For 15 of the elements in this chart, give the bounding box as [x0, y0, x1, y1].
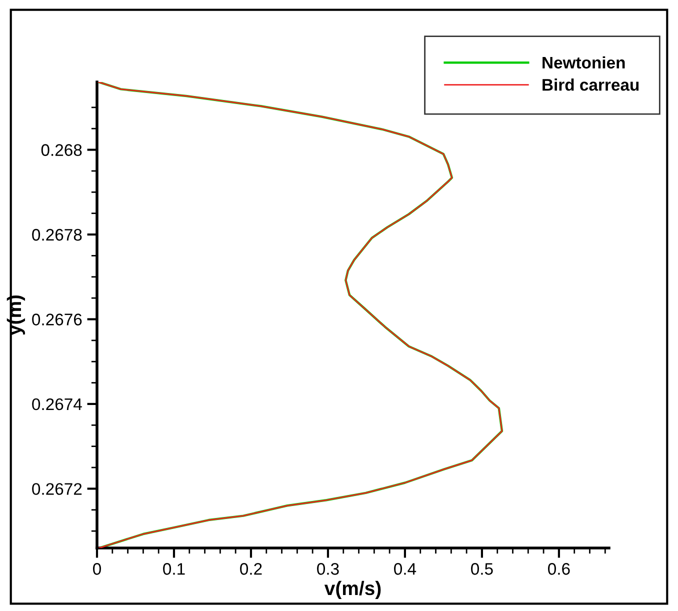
y-tick-label: 0.2672 [32, 483, 82, 495]
y-tick-label: 0.2674 [32, 398, 82, 410]
x-tick-label: 0.3 [317, 563, 339, 575]
y-tick-label: 0.2678 [32, 228, 82, 241]
x-tick-label: 0.5 [471, 563, 493, 575]
x-tick-label: 0 [93, 563, 101, 575]
x-tick-label: 0.6 [548, 563, 570, 575]
y-tick-label: 0.2676 [32, 314, 82, 326]
x-tick-label: 0.2 [240, 563, 262, 575]
x-tick-label: 0.4 [394, 563, 416, 575]
x-axis-title: v(m/s) [324, 580, 381, 600]
text: Newtonien [542, 56, 625, 69]
x-tick-label: 0.1 [163, 563, 185, 575]
text: Bird carreau [542, 78, 639, 91]
y-tick-label: 0.268 [41, 144, 82, 156]
